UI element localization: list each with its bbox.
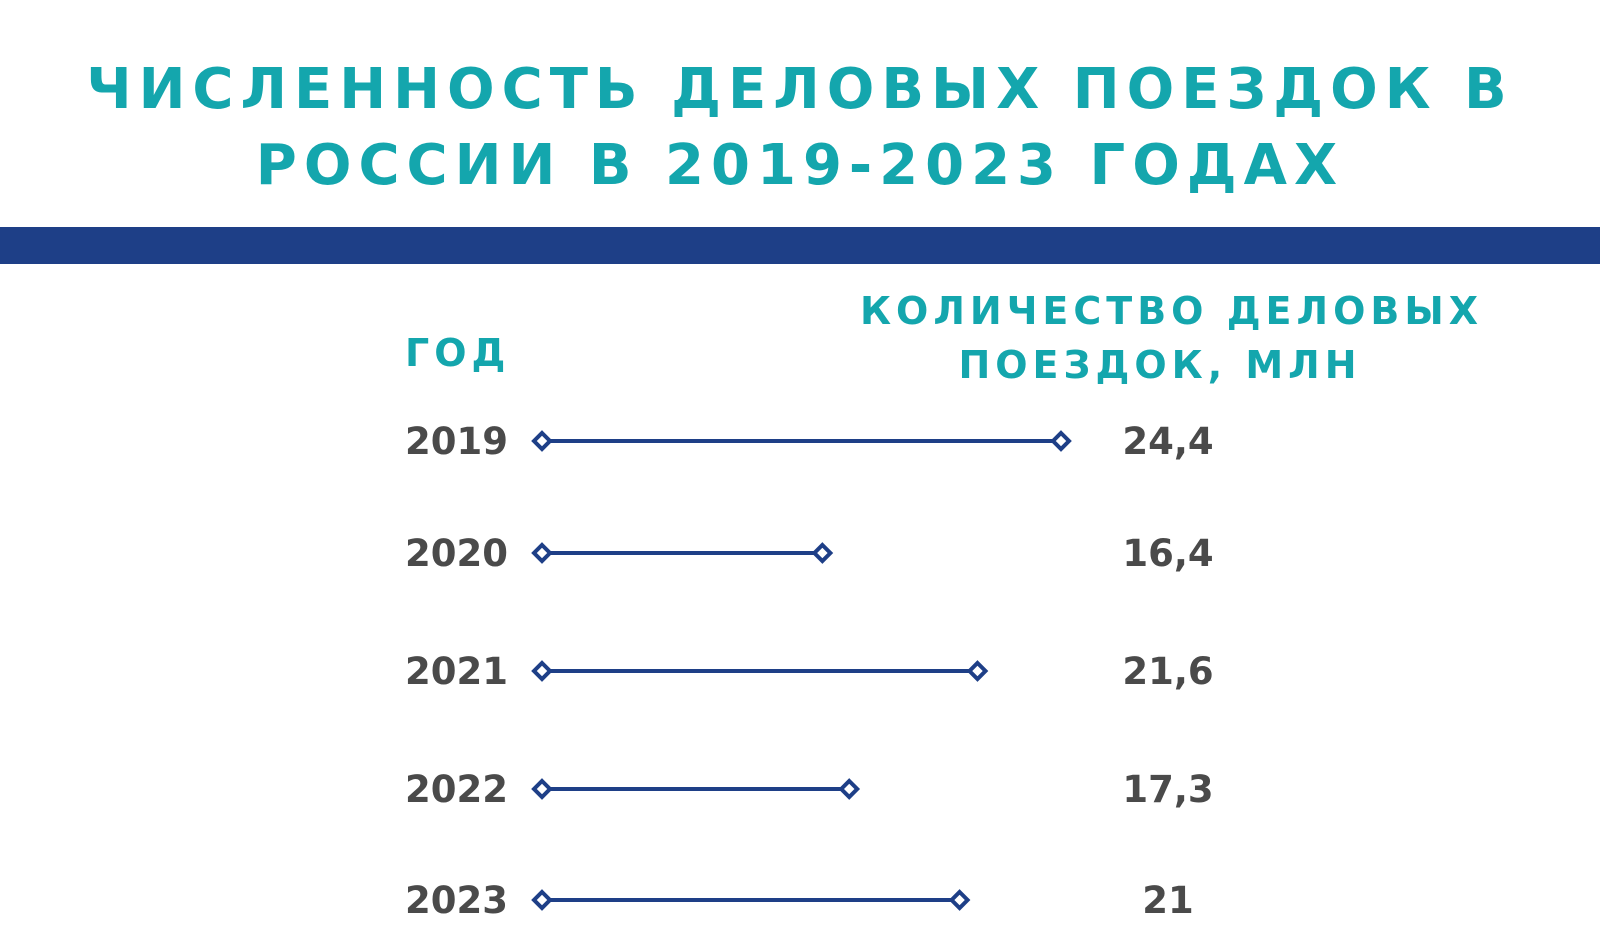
value-label-2021: 21,6 (1122, 650, 1213, 693)
value-label-2020: 16,4 (1122, 532, 1213, 575)
bar-start-marker-2019 (531, 430, 553, 452)
value-column-header: КОЛИЧЕСТВО ДЕЛОВЫХ ПОЕЗДОК, МЛН (860, 284, 1484, 392)
bar-start-marker-2023 (531, 889, 553, 911)
header-divider-band (0, 227, 1600, 264)
year-label-2020: 2020 (405, 532, 508, 575)
bar-end-marker-2023 (948, 889, 971, 911)
bar-end-marker-2020 (811, 542, 834, 564)
bar-start-marker-2020 (531, 542, 553, 564)
value-column-header-line1: КОЛИЧЕСТВО ДЕЛОВЫХ (860, 289, 1484, 333)
chart-title-line2: РОССИИ В 2019-2023 ГОДАХ (255, 133, 1345, 198)
value-label-2023: 21 (1142, 879, 1194, 922)
chart-title: ЧИСЛЕННОСТЬ ДЕЛОВЫХ ПОЕЗДОК В РОССИИ В 2… (0, 52, 1600, 204)
year-label-2023: 2023 (405, 879, 508, 922)
bar-end-marker-2021 (966, 660, 989, 682)
bar-start-marker-2022 (531, 778, 553, 800)
bar-end-marker-2019 (1050, 430, 1072, 452)
bar-end-marker-2022 (838, 778, 861, 800)
chart-title-line1: ЧИСЛЕННОСТЬ ДЕЛОВЫХ ПОЕЗДОК В (86, 57, 1514, 122)
value-column-header-line2: ПОЕЗДОК, МЛН (958, 343, 1362, 387)
value-label-2019: 24,4 (1122, 420, 1213, 463)
year-label-2022: 2022 (405, 768, 508, 811)
value-label-2022: 17,3 (1122, 768, 1213, 811)
bar-start-marker-2021 (531, 660, 553, 682)
year-label-2021: 2021 (405, 650, 508, 693)
year-column-header: ГОД (405, 331, 511, 375)
year-label-2019: 2019 (405, 420, 508, 463)
